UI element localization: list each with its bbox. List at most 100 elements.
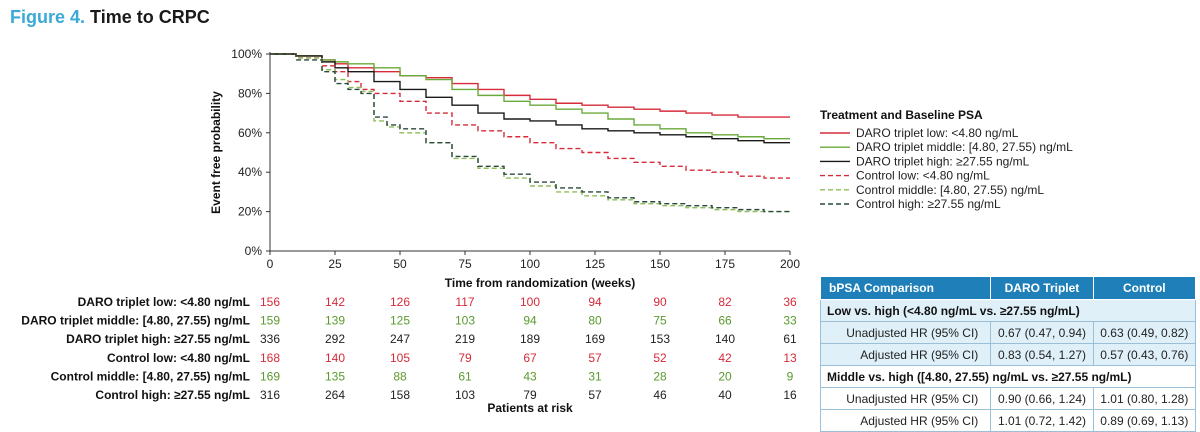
- risk-count: 79: [458, 351, 472, 365]
- x-tick-label: 75: [458, 257, 472, 271]
- risk-count: 336: [260, 332, 280, 346]
- bpsa-row: Unadjusted HR (95% CI) 0.90 (0.66, 1.24)…: [819, 387, 1197, 410]
- risk-count: 28: [653, 369, 667, 383]
- km-curve-4: [270, 53, 790, 179]
- risk-row-label: DARO triplet high: ≥27.55 ng/mL: [66, 332, 250, 346]
- x-tick-label: 100: [520, 257, 540, 271]
- risk-count: 156: [260, 295, 280, 309]
- risk-count: 125: [390, 314, 410, 328]
- bpsa-control-value: 0.89 (0.69, 1.13): [1092, 409, 1197, 432]
- risk-count: 36: [783, 295, 797, 309]
- risk-count: 247: [390, 332, 410, 346]
- risk-count: 126: [390, 295, 410, 309]
- bpsa-group-row: Low vs. high (<4.80 ng/mL vs. ≥27.55 ng/…: [820, 299, 1196, 322]
- risk-count: 135: [325, 369, 345, 383]
- risk-count: 159: [260, 314, 280, 328]
- bpsa-header-daro: DARO Triplet: [990, 276, 1094, 300]
- risk-count: 61: [458, 369, 472, 383]
- km-chart: 0%20%40%60%80%100%0 25 50 75 100 125 150 175 200…: [21, 47, 1073, 415]
- y-tick-label: 40%: [238, 165, 262, 179]
- risk-count: 158: [390, 388, 410, 402]
- risk-count: 57: [588, 388, 602, 402]
- risk-count: 168: [260, 351, 280, 365]
- km-curve-3: [270, 53, 790, 144]
- y-tick-label: 100%: [231, 47, 262, 61]
- risk-count: 139: [325, 314, 345, 328]
- x-tick-label: 25: [328, 257, 342, 271]
- risk-count: 61: [783, 332, 797, 346]
- risk-count: 169: [260, 369, 280, 383]
- x-tick-label: 200: [780, 257, 800, 271]
- risk-count: 16: [783, 388, 797, 402]
- risk-count: 169: [585, 332, 605, 346]
- risk-count: 140: [325, 351, 345, 365]
- risk-count: 103: [455, 388, 475, 402]
- x-axis-title: Time from randomization (weeks): [445, 276, 635, 290]
- km-curve-2: [270, 53, 790, 140]
- risk-count: 66: [718, 314, 732, 328]
- y-axis-title: Event free probability: [209, 91, 223, 214]
- risk-count: 94: [523, 314, 537, 328]
- risk-count: 20: [718, 369, 732, 383]
- bpsa-comparison-table: bPSA Comparison DARO Triplet Control Low…: [819, 276, 1197, 432]
- x-tick-label: 125: [585, 257, 605, 271]
- bpsa-control-value: 1.01 (0.80, 1.28): [1092, 387, 1197, 410]
- risk-count: 264: [325, 388, 345, 402]
- risk-count: 153: [650, 332, 670, 346]
- risk-count: 82: [718, 295, 732, 309]
- risk-count: 52: [653, 351, 667, 365]
- legend-entry: Control low: <4.80 ng/mL: [856, 169, 990, 183]
- y-tick-label: 0%: [245, 244, 263, 258]
- bpsa-group-row: Middle vs. high ([4.80, 27.55) ng/mL vs.…: [820, 365, 1196, 388]
- risk-count: 292: [325, 332, 345, 346]
- figure-number: Figure 4.: [10, 7, 86, 27]
- risk-row-label: DARO triplet low: <4.80 ng/mL: [78, 295, 250, 309]
- risk-row-label: Control middle: [4.80, 27.55) ng/mL: [51, 369, 250, 383]
- legend: Treatment and Baseline PSA DARO triplet …: [820, 108, 1073, 211]
- bpsa-row-label: Adjusted HR (95% CI): [819, 343, 992, 366]
- bpsa-row: Unadjusted HR (95% CI) 0.67 (0.47, 0.94)…: [819, 321, 1197, 344]
- legend-entry: DARO triplet middle: [4.80, 27.55) ng/mL: [856, 140, 1073, 154]
- risk-count: 105: [390, 351, 410, 365]
- bpsa-row-label: Unadjusted HR (95% CI): [819, 387, 992, 410]
- figure-title: Figure 4. Time to CRPC: [10, 7, 210, 28]
- bpsa-daro-value: 0.90 (0.66, 1.24): [990, 387, 1094, 410]
- bpsa-row: Adjusted HR (95% CI) 1.01 (0.72, 1.42) 0…: [819, 409, 1197, 432]
- risk-count: 67: [523, 351, 537, 365]
- y-tick-label: 60%: [238, 126, 262, 140]
- risk-row-label: Control low: <4.80 ng/mL: [107, 351, 250, 365]
- risk-count: 219: [455, 332, 475, 346]
- bpsa-daro-value: 1.01 (0.72, 1.42): [990, 409, 1094, 432]
- figure-title-text: Time to CRPC: [90, 7, 210, 27]
- chart-axes: 0% 20% 40% 60% 80% 100% 0 25 50 75 100 125 150 175 200: [231, 47, 800, 271]
- y-tick-label: 20%: [238, 205, 262, 219]
- risk-count: 43: [523, 369, 537, 383]
- x-tick-label: 0: [267, 257, 274, 271]
- risk-row-label: Control high: ≥27.55 ng/mL: [95, 388, 250, 402]
- risk-count: 80: [588, 314, 602, 328]
- risk-table: Patients at risk DARO triplet low: <4.80…: [21, 295, 797, 415]
- risk-row-label: DARO triplet middle: [4.80, 27.55) ng/mL: [21, 314, 250, 328]
- risk-count: 316: [260, 388, 280, 402]
- risk-count: 142: [325, 295, 345, 309]
- risk-table-title: Patients at risk: [487, 401, 573, 415]
- legend-title: Treatment and Baseline PSA: [820, 108, 983, 122]
- bpsa-control-value: 0.63 (0.49, 0.82): [1092, 321, 1197, 344]
- x-tick-label: 175: [715, 257, 735, 271]
- bpsa-header-comparison: bPSA Comparison: [819, 276, 992, 300]
- risk-count: 42: [718, 351, 732, 365]
- bpsa-group-title: Middle vs. high ([4.80, 27.55) ng/mL vs.…: [820, 365, 1196, 388]
- bpsa-header-control: Control: [1092, 276, 1197, 300]
- bpsa-group-title: Low vs. high (<4.80 ng/mL vs. ≥27.55 ng/…: [820, 299, 1196, 322]
- y-tick-label: 80%: [238, 86, 262, 100]
- risk-count: 103: [455, 314, 475, 328]
- legend-entry: DARO triplet low: <4.80 ng/mL: [856, 126, 1019, 140]
- bpsa-row-label: Adjusted HR (95% CI): [819, 409, 992, 432]
- risk-count: 9: [787, 369, 794, 383]
- bpsa-control-value: 0.57 (0.43, 0.76): [1092, 343, 1197, 366]
- risk-count: 88: [393, 369, 407, 383]
- x-tick-label: 50: [393, 257, 407, 271]
- risk-count: 100: [520, 295, 540, 309]
- bpsa-row-label: Unadjusted HR (95% CI): [819, 321, 992, 344]
- bpsa-row: Adjusted HR (95% CI) 0.83 (0.54, 1.27) 0…: [819, 343, 1197, 366]
